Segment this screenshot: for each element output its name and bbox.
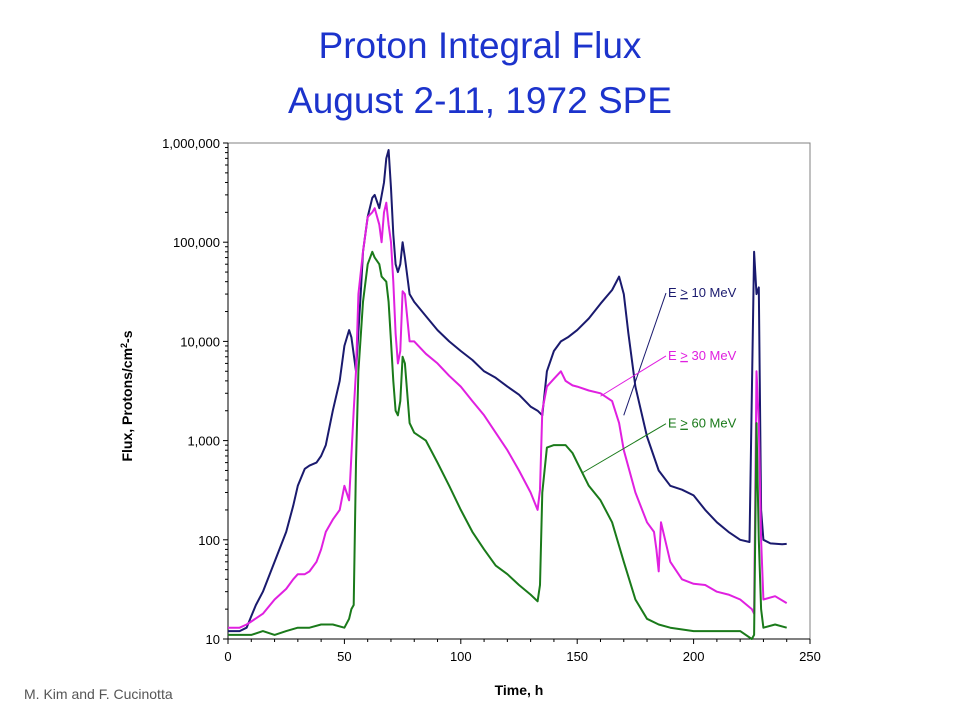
series-layer bbox=[228, 149, 788, 640]
y-axis-title: Flux, Protons/cm2-s bbox=[119, 330, 135, 461]
y-axis: 10 100 1,000 10,000 100,000 1,000,000 bbox=[162, 136, 229, 647]
legend-label-2: E > 30 MeV bbox=[668, 348, 737, 363]
x-tick-label: 100 bbox=[450, 649, 472, 664]
credit-text: M. Kim and F. Cucinotta bbox=[24, 686, 173, 702]
x-axis-title: Time, h bbox=[495, 682, 544, 698]
legend-arrow-3 bbox=[581, 423, 667, 474]
y-tick-label: 1,000,000 bbox=[162, 136, 220, 151]
y-tick-label: 10 bbox=[206, 632, 220, 647]
chart-title-line-1: Proton Integral Flux bbox=[318, 25, 642, 66]
series-line-2 bbox=[228, 201, 788, 629]
x-tick-label: 0 bbox=[224, 649, 231, 664]
y-axis-title-main: Flux, Protons/cm bbox=[119, 348, 135, 462]
legend-arrow-1 bbox=[623, 292, 667, 416]
y-tick-label: 100 bbox=[198, 533, 220, 548]
legend-layer: E > 10 MeV E > 30 MeV E > 60 MeV bbox=[581, 285, 737, 474]
chart-title-line-2: August 2-11, 1972 SPE bbox=[288, 80, 672, 121]
series-line-3 bbox=[228, 250, 787, 640]
y-tick-label: 10,000 bbox=[180, 334, 220, 349]
legend-arrow-2 bbox=[600, 355, 667, 397]
y-tick-label: 1,000 bbox=[187, 434, 220, 449]
series-line-1 bbox=[228, 149, 787, 633]
x-tick-label: 200 bbox=[683, 649, 705, 664]
y-axis-title-sup: 2 bbox=[119, 343, 129, 348]
x-tick-label: 50 bbox=[337, 649, 351, 664]
x-axis: 0 50 100 150 200 250 bbox=[224, 638, 821, 664]
legend-label-1: E > 10 MeV bbox=[668, 285, 737, 300]
y-axis-title-tail: -s bbox=[119, 330, 135, 343]
x-tick-label: 150 bbox=[566, 649, 588, 664]
x-tick-label: 250 bbox=[799, 649, 821, 664]
legend-label-3: E > 60 MeV bbox=[668, 416, 737, 431]
y-tick-label: 100,000 bbox=[173, 235, 220, 250]
